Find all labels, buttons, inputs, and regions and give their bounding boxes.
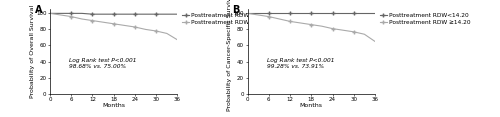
Text: Log Rank test P<0.001
98.68% vs. 75.00%: Log Rank test P<0.001 98.68% vs. 75.00% [69,58,136,69]
X-axis label: Months: Months [300,103,323,108]
Text: A: A [34,5,42,15]
Text: Log Rank test P<0.001
99.28% vs. 73.91%: Log Rank test P<0.001 99.28% vs. 73.91% [266,58,334,69]
Legend: Posttreatment RDW<14.20, Posttreatment RDW ≥14.20: Posttreatment RDW<14.20, Posttreatment R… [379,12,470,26]
Y-axis label: Probability of Overall Survival: Probability of Overall Survival [30,5,35,98]
Y-axis label: Probability of Cancer-Specific Survival: Probability of Cancer-Specific Survival [227,0,232,111]
X-axis label: Months: Months [102,103,125,108]
Legend: Posttreatment RDW<14.20, Posttreatment RDW ≥14.20: Posttreatment RDW<14.20, Posttreatment R… [182,12,273,26]
Text: B: B [232,5,239,15]
